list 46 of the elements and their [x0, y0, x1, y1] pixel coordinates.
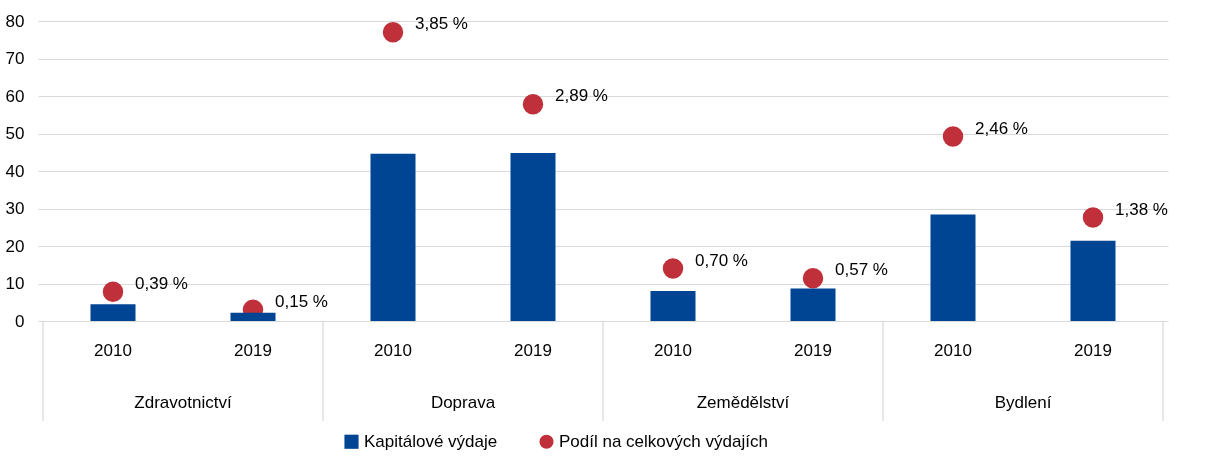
bar — [510, 153, 556, 321]
x-tick-label: 2010 — [94, 341, 132, 360]
y-tick-label: 40 — [5, 161, 25, 181]
bar — [790, 288, 836, 321]
legend-label: Podíl na celkových výdajích — [559, 431, 768, 451]
data-label: 3,85 % — [415, 14, 468, 34]
y-tick-label: 70 — [5, 49, 25, 68]
point — [942, 126, 964, 147]
data-label: 0,57 % — [835, 260, 888, 280]
x-tick-label: 2010 — [374, 341, 412, 360]
y-tick-label: 60 — [5, 86, 25, 106]
bar — [230, 312, 276, 321]
text: Bydlení — [994, 393, 1052, 412]
point — [382, 22, 404, 43]
y-tick-label: 30 — [5, 199, 25, 218]
x-tick-label: 2019 — [794, 341, 832, 360]
x-tick-label: 2019 — [1074, 341, 1112, 360]
data-label: 0,39 % — [135, 273, 188, 293]
data-label: 2,46 % — [975, 118, 1028, 138]
legend-label: Kapitálové výdaje — [364, 431, 498, 451]
bar — [1070, 240, 1116, 321]
point — [102, 281, 124, 302]
y-tick-label: 10 — [5, 274, 25, 293]
text: Zemědělství — [696, 393, 790, 412]
x-tick-label: 2010 — [934, 341, 972, 360]
y-tick-label: 20 — [5, 236, 25, 256]
data-label: 0,70 % — [695, 250, 748, 270]
y-tick-label: 80 — [5, 11, 25, 31]
bar — [370, 153, 416, 321]
data-label: 0,15 % — [275, 291, 328, 311]
y-tick-label: 0 — [15, 311, 25, 331]
bar — [930, 214, 976, 321]
point — [662, 258, 684, 279]
point — [802, 268, 824, 289]
text: Zdravotnictví — [134, 393, 232, 412]
x-tick-label: 2019 — [514, 341, 552, 360]
y-tick-label: 50 — [5, 124, 25, 143]
bar — [90, 304, 136, 321]
point — [1082, 207, 1104, 228]
data-label: 1,38 % — [1115, 199, 1168, 219]
text: Doprava — [430, 393, 496, 412]
point — [522, 94, 544, 115]
x-tick-label: 2010 — [654, 341, 692, 360]
x-tick-label: 2019 — [234, 341, 272, 360]
bar — [650, 291, 696, 321]
data-label: 2,89 % — [555, 86, 608, 106]
